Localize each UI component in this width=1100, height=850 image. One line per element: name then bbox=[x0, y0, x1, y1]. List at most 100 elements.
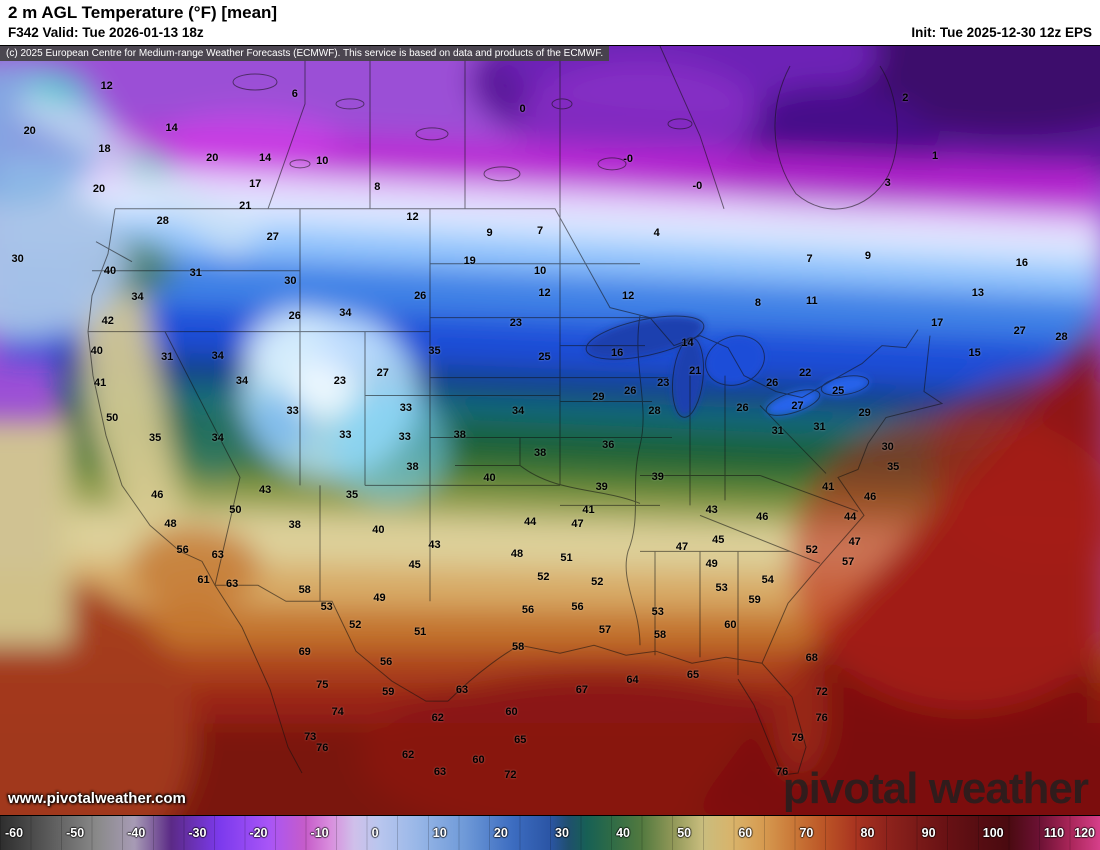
site-url-watermark: www.pivotalweather.com bbox=[8, 790, 186, 807]
temp-label: 41 bbox=[582, 504, 595, 517]
temp-label: 19 bbox=[463, 254, 476, 267]
header-meta-row: F342 Valid: Tue 2026-01-13 18z Init: Tue… bbox=[0, 23, 1100, 40]
temp-label: 34 bbox=[511, 404, 525, 417]
temp-label: 38 bbox=[533, 446, 547, 459]
temp-label: 28 bbox=[156, 214, 169, 227]
colorbar-tick: -50 bbox=[66, 826, 85, 840]
temp-label: 3 bbox=[884, 176, 891, 189]
temp-label: 75 bbox=[316, 679, 329, 692]
temp-label: 30 bbox=[284, 274, 297, 287]
temp-label: 47 bbox=[848, 536, 861, 548]
colorbar-tick: -20 bbox=[249, 826, 268, 840]
temp-label: 57 bbox=[598, 624, 612, 637]
map-canvas: (c) 2025 European Centre for Medium-rang… bbox=[0, 45, 1100, 815]
temp-label: 52 bbox=[537, 571, 550, 584]
temp-label: 29 bbox=[592, 391, 605, 404]
temp-label: 21 bbox=[689, 364, 702, 377]
temp-label: 12 bbox=[406, 211, 419, 224]
temp-label: 25 bbox=[832, 384, 845, 397]
temp-label: 26 bbox=[766, 376, 779, 389]
temp-label: 51 bbox=[414, 625, 427, 638]
temp-label: 53 bbox=[320, 601, 333, 614]
temp-label: 62 bbox=[401, 749, 415, 762]
temp-label: 16 bbox=[1015, 256, 1029, 269]
colorbar-tick: -30 bbox=[188, 826, 207, 840]
temp-label: 8 bbox=[374, 180, 381, 193]
temp-label: 52 bbox=[349, 619, 362, 632]
temp-label: 7 bbox=[806, 253, 813, 265]
temp-label: 35 bbox=[887, 461, 900, 474]
temp-label: 33 bbox=[286, 404, 299, 417]
temp-label: 76 bbox=[775, 765, 789, 778]
temp-label: 57 bbox=[841, 555, 855, 568]
temp-label: 20 bbox=[92, 183, 106, 196]
temp-label: 76 bbox=[815, 712, 828, 725]
colorbar-tick: 30 bbox=[555, 826, 569, 840]
temperature-labels: 12 6 20 14 18 20 14 10 0 -0 -0 2 1 3 20 17 8 21 28 27 12 9 7 4 9… bbox=[0, 46, 1100, 815]
temp-label: 67 bbox=[575, 684, 589, 697]
temp-label: 43 bbox=[258, 484, 272, 497]
temp-label: 72 bbox=[815, 685, 828, 698]
temp-label: 6 bbox=[291, 87, 298, 100]
temp-label: 34 bbox=[211, 432, 224, 445]
temp-label: 26 bbox=[736, 402, 749, 415]
temp-label: 45 bbox=[408, 559, 421, 572]
temp-label: 56 bbox=[379, 655, 393, 668]
temp-label: 48 bbox=[164, 517, 177, 530]
temp-label: 76 bbox=[316, 742, 329, 755]
temp-label: 69 bbox=[298, 645, 311, 658]
temp-label: 14 bbox=[165, 121, 178, 134]
temp-label: 60 bbox=[472, 754, 485, 767]
temp-label: 18 bbox=[98, 143, 111, 156]
temp-label: 74 bbox=[331, 705, 344, 718]
temp-label: 14 bbox=[681, 336, 694, 349]
temp-label: 41 bbox=[822, 481, 835, 494]
temp-label: 9 bbox=[864, 249, 871, 262]
temp-label: 58 bbox=[511, 641, 525, 654]
temp-label: 20 bbox=[23, 124, 36, 137]
temp-label: 23 bbox=[333, 374, 347, 387]
temp-label: 11 bbox=[805, 294, 818, 307]
temp-label: 56 bbox=[176, 544, 189, 557]
temp-label: 31 bbox=[161, 351, 174, 364]
colorbar-tick: 90 bbox=[921, 826, 936, 840]
copyright-notice: (c) 2025 European Centre for Medium-rang… bbox=[0, 46, 610, 61]
valid-time-label: F342 Valid: Tue 2026-01-13 18z bbox=[8, 25, 204, 40]
temp-label: 72 bbox=[504, 769, 517, 781]
colorbar-tick: 70 bbox=[799, 826, 814, 840]
brand-watermark: pivotal weather bbox=[782, 763, 1089, 813]
temp-label: 52 bbox=[591, 575, 604, 588]
temp-label: 31 bbox=[189, 266, 202, 279]
temp-label: 60 bbox=[724, 619, 737, 632]
temp-label: 63 bbox=[433, 765, 447, 778]
colorbar-tick: 50 bbox=[677, 826, 692, 840]
temp-label: 39 bbox=[595, 481, 608, 494]
temp-label: 34 bbox=[235, 374, 249, 387]
colorbar-tick: -40 bbox=[127, 826, 146, 840]
temp-label: 68 bbox=[805, 652, 818, 665]
temp-label: 64 bbox=[626, 674, 639, 687]
temp-label: 8 bbox=[754, 296, 761, 309]
temp-label: 63 bbox=[211, 549, 224, 562]
temperature-field bbox=[0, 46, 1100, 815]
temp-label: 33 bbox=[399, 402, 413, 415]
temp-label: 50 bbox=[229, 504, 242, 517]
temp-label: 28 bbox=[648, 404, 661, 417]
temp-label: 27 bbox=[1013, 324, 1026, 337]
temp-label: 58 bbox=[298, 584, 311, 597]
colorbar-tick: 40 bbox=[616, 826, 631, 840]
temp-label: 73 bbox=[304, 731, 317, 744]
temp-label: 16 bbox=[610, 346, 624, 359]
temp-label: 61 bbox=[197, 574, 210, 587]
temp-label: 56 bbox=[571, 601, 584, 614]
temp-label: 46 bbox=[756, 511, 769, 524]
temp-label: 12 bbox=[621, 289, 635, 302]
temp-label: 10 bbox=[533, 264, 547, 277]
colorbar-tick: 80 bbox=[860, 826, 875, 840]
temp-label: 21 bbox=[239, 199, 252, 212]
temp-label: 60 bbox=[505, 705, 518, 718]
temp-label: 12 bbox=[538, 286, 551, 299]
temp-label: 28 bbox=[1055, 331, 1068, 344]
header: 2 m AGL Temperature (°F) [mean] F342 Val… bbox=[0, 0, 1100, 45]
